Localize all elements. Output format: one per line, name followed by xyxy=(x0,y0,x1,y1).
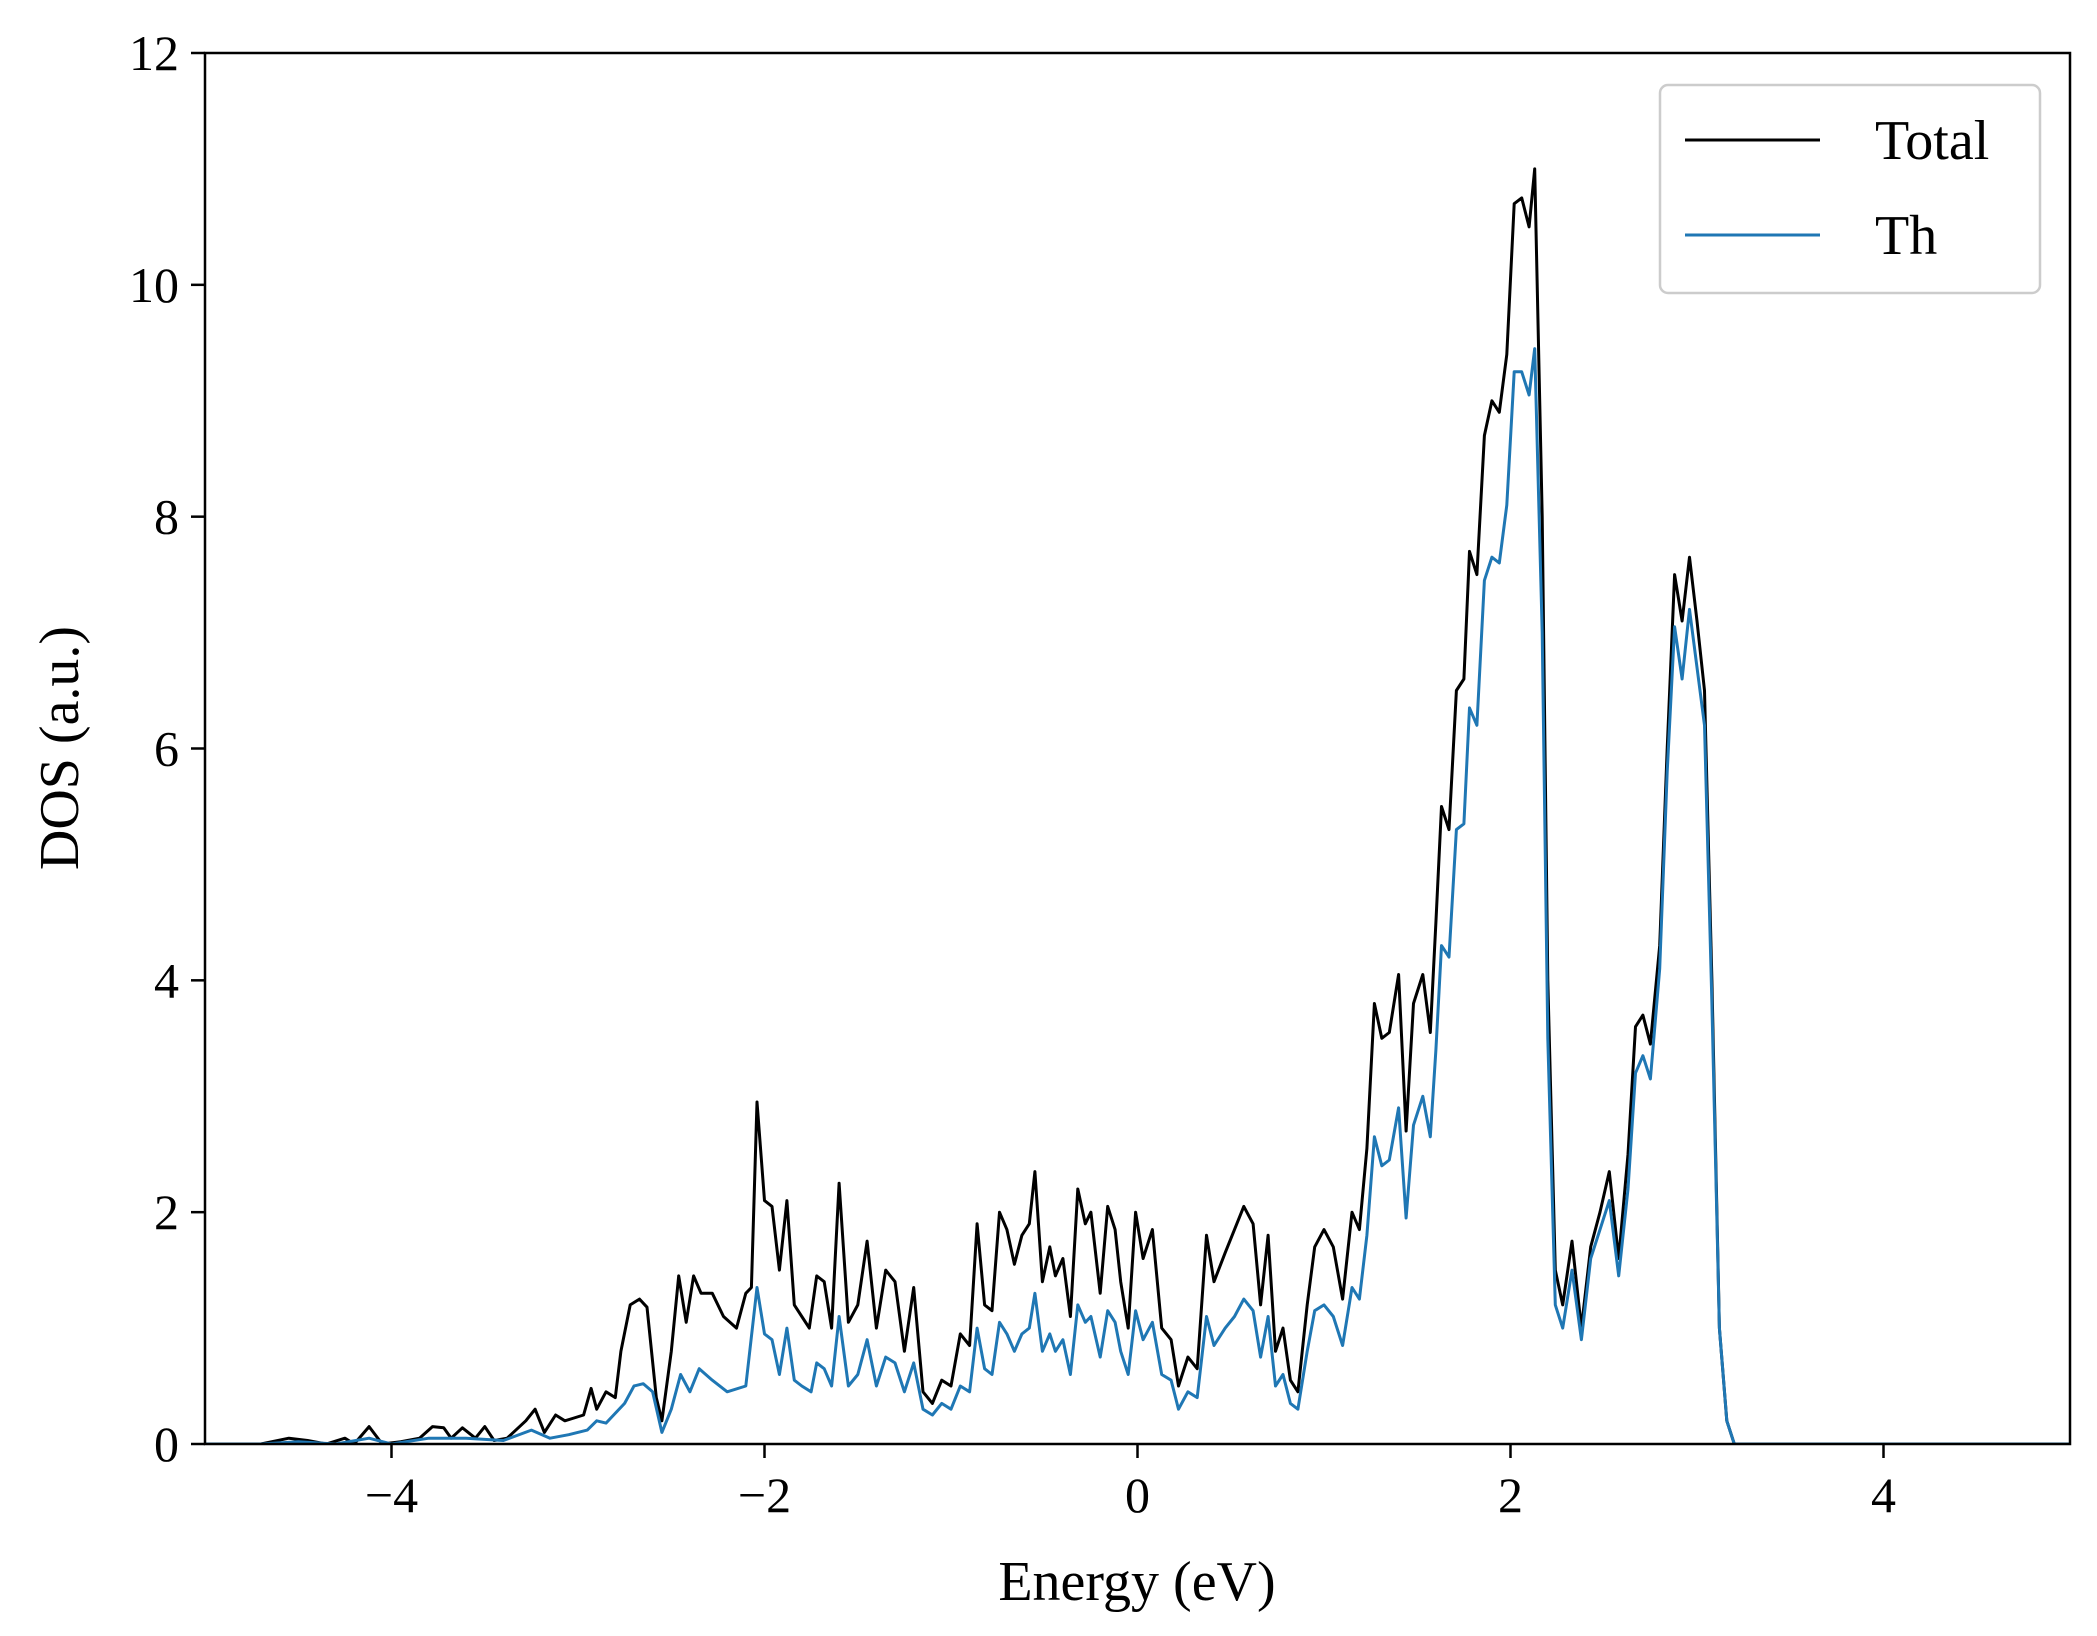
legend-label-th: Th xyxy=(1875,205,1937,267)
legend-box xyxy=(1658,83,2042,295)
y-tick-label: 8 xyxy=(154,489,179,545)
y-tick-label: 12 xyxy=(129,25,179,81)
y-tick-label: 0 xyxy=(154,1416,179,1472)
x-tick-label: −2 xyxy=(738,1467,791,1523)
x-axis: −4 −2 0 2 4 xyxy=(365,1444,1896,1523)
y-tick-label: 4 xyxy=(154,952,179,1008)
y-tick-label: 6 xyxy=(154,721,179,777)
series-line-total xyxy=(205,167,2070,1444)
x-tick-label: 0 xyxy=(1125,1467,1150,1523)
y-tick-label: 10 xyxy=(129,257,179,313)
x-tick-label: 2 xyxy=(1498,1467,1523,1523)
legend: Total Th xyxy=(1658,83,2042,295)
x-axis-label: Energy (eV) xyxy=(998,1551,1275,1613)
series-layer xyxy=(205,167,2070,1444)
x-tick-label: −4 xyxy=(365,1467,418,1523)
legend-label-total: Total xyxy=(1875,110,1989,172)
y-tick-label: 2 xyxy=(154,1184,179,1240)
y-axis-label: DOS (a.u.) xyxy=(29,626,91,870)
series-line-th xyxy=(205,347,2070,1444)
y-axis: 0 2 4 6 8 10 12 xyxy=(129,25,205,1472)
x-tick-label: 4 xyxy=(1871,1467,1896,1523)
